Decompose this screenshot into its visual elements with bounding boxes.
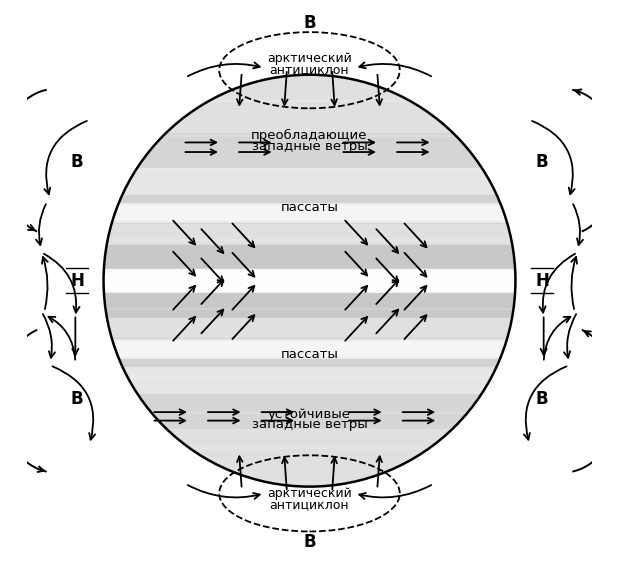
Text: преобладающие: преобладающие	[251, 129, 368, 142]
Text: арктический: арктический	[267, 487, 352, 500]
Text: пассаты: пассаты	[280, 201, 339, 214]
Text: Н: Н	[535, 272, 549, 290]
Text: антициклон: антициклон	[270, 498, 349, 511]
Text: В: В	[303, 533, 316, 551]
Text: В: В	[303, 14, 316, 32]
Text: В: В	[535, 390, 548, 408]
Text: В: В	[535, 153, 548, 171]
Text: В: В	[71, 390, 84, 408]
Text: пассаты: пассаты	[280, 348, 339, 361]
Text: западные ветры: западные ветры	[252, 418, 367, 431]
Text: антициклон: антициклон	[270, 64, 349, 77]
Text: Н: Н	[70, 272, 84, 290]
Text: арктический: арктический	[267, 52, 352, 65]
Text: устойчивые: устойчивые	[268, 408, 351, 421]
Text: западные ветры: западные ветры	[252, 140, 367, 153]
Circle shape	[103, 75, 516, 486]
Text: В: В	[71, 153, 84, 171]
